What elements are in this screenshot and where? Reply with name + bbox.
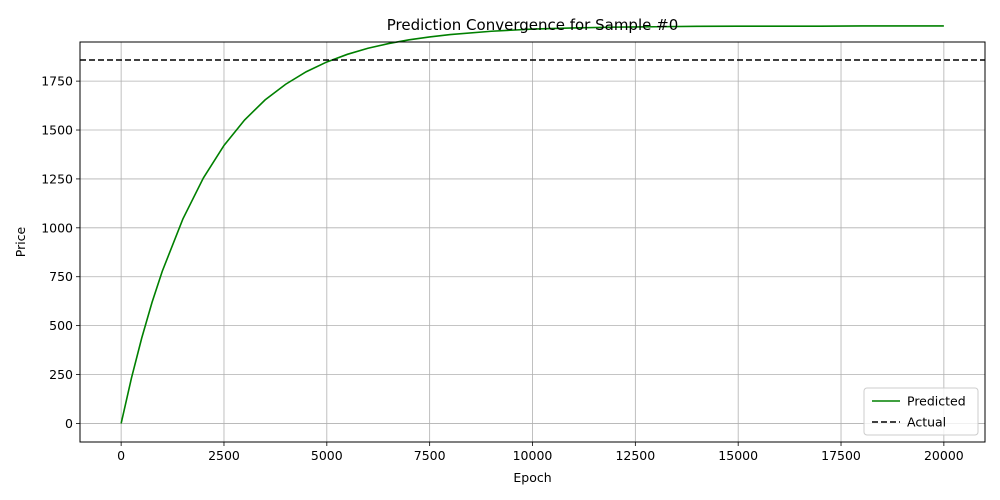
y-tick-label: 1000	[41, 220, 73, 235]
legend-actual-label: Actual	[907, 415, 946, 430]
y-tick-label: 1500	[41, 123, 73, 138]
legend: Predicted Actual	[863, 387, 979, 436]
legend-box	[863, 387, 979, 436]
y-tick-label: 1750	[41, 74, 73, 89]
x-tick-label: 5000	[311, 448, 343, 463]
x-tick-label: 12500	[615, 448, 655, 463]
x-tick-label: 2500	[208, 448, 240, 463]
chart-title: Prediction Convergence for Sample #0	[387, 16, 678, 34]
legend-predicted-label: Predicted	[907, 394, 966, 409]
y-tick-label: 1250	[41, 171, 73, 186]
y-tick-label: 750	[49, 269, 73, 284]
x-tick-label: 20000	[924, 448, 964, 463]
y-axis-title: Price	[13, 226, 28, 257]
x-tick-label: 10000	[513, 448, 553, 463]
x-tick-label: 0	[117, 448, 125, 463]
y-tick-label: 500	[49, 318, 73, 333]
x-tick-label: 15000	[718, 448, 758, 463]
grid	[80, 42, 985, 442]
y-tick-label: 0	[65, 416, 73, 431]
x-tick-label: 17500	[821, 448, 861, 463]
ticks: 0 2500 5000 7500 10000 12500 15000 17500 20000 0 2…	[41, 74, 964, 463]
y-tick-label: 250	[49, 367, 73, 382]
x-tick-label: 7500	[414, 448, 446, 463]
x-axis-title: Epoch	[513, 470, 551, 485]
series-predicted-line	[120, 25, 944, 424]
series-layer	[80, 25, 985, 424]
